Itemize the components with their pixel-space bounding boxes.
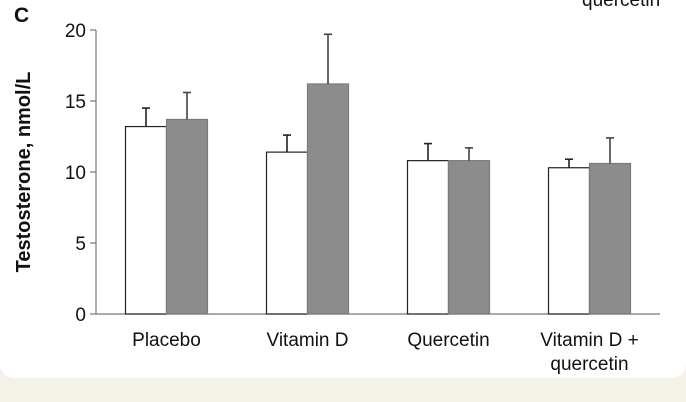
bar-baseline (547, 167, 591, 315)
bar-baseline (124, 125, 168, 315)
x-category-label: Vitamin D (266, 330, 348, 351)
x-category-label: quercetin (550, 354, 628, 375)
bar-followup (588, 162, 632, 315)
x-category-label: Quercetin (407, 330, 489, 351)
y-tick-label: 5 (75, 234, 86, 255)
bar-baseline (265, 151, 309, 315)
bar-baseline (406, 160, 450, 315)
x-category-label: Placebo (132, 330, 201, 351)
y-axis-label: Testosterone, nmol/L (13, 72, 35, 273)
y-tick-label: 10 (65, 163, 86, 184)
y-tick-label: 15 (65, 92, 86, 113)
bar-followup (306, 83, 350, 315)
panel-label: C (14, 4, 29, 27)
corner-text: quercetin (582, 0, 660, 11)
x-category-label: Vitamin D + (540, 330, 638, 351)
bar-followup (447, 160, 491, 315)
y-tick-label: 20 (65, 21, 86, 42)
y-tick-label: 0 (75, 305, 86, 326)
bar-followup (165, 118, 209, 315)
